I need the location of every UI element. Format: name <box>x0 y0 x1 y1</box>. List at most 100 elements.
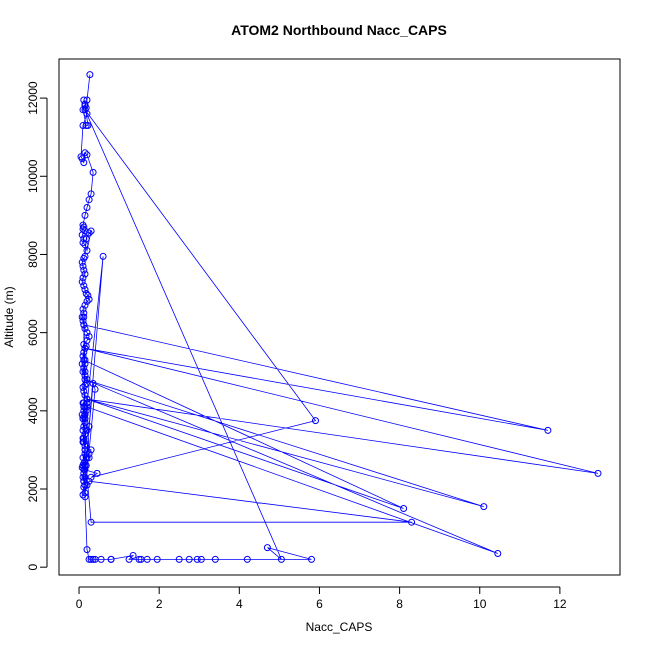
data-point <box>125 555 133 563</box>
data-point <box>83 110 91 118</box>
y-tick-label: 6000 <box>26 319 40 346</box>
data-point <box>81 419 89 426</box>
data-point <box>81 211 89 219</box>
data-point <box>86 71 94 79</box>
data-point <box>80 469 88 477</box>
x-tick-label: 0 <box>76 597 83 611</box>
data-point <box>408 518 416 526</box>
data-point <box>81 368 89 376</box>
chart-title: ATOM2 Northbound Nacc_CAPS <box>231 22 447 38</box>
data-point <box>81 106 89 114</box>
data-point <box>82 235 90 243</box>
data-point <box>308 555 315 563</box>
data-point <box>81 430 89 438</box>
data-point <box>129 552 137 559</box>
data-point <box>135 555 143 563</box>
y-tick-label: 12000 <box>26 81 40 115</box>
data-point <box>87 227 95 235</box>
data-point <box>83 376 91 383</box>
data-point <box>480 503 488 511</box>
data-point <box>85 333 93 340</box>
data-point <box>80 466 88 473</box>
data-point <box>89 555 97 563</box>
data-point <box>81 391 89 399</box>
data-point <box>81 344 89 352</box>
data-point <box>137 555 145 563</box>
data-point <box>79 462 87 469</box>
data-point <box>153 555 161 563</box>
data-point <box>78 231 86 239</box>
x-axis-label: Nacc_CAPS <box>306 620 373 634</box>
data-point <box>79 262 87 270</box>
data-point <box>78 278 86 286</box>
x-tick-label: 4 <box>236 597 243 611</box>
data-point <box>80 254 88 262</box>
data-point <box>79 368 87 376</box>
data-point <box>107 555 115 563</box>
x-tick-label: 10 <box>473 597 487 611</box>
data-point <box>312 417 319 425</box>
data-point <box>83 297 91 305</box>
data-point <box>544 426 552 434</box>
data-point <box>79 305 87 313</box>
data-point <box>81 286 89 294</box>
data-point <box>400 505 408 512</box>
data-point <box>85 423 93 430</box>
y-tick-label: 2000 <box>26 475 40 502</box>
data-point <box>80 266 88 274</box>
data-point <box>83 454 91 462</box>
data-point <box>87 555 95 563</box>
data-point <box>243 555 251 563</box>
data-point <box>80 399 88 407</box>
data-point <box>81 360 89 368</box>
series-group <box>77 71 602 563</box>
y-axis: 0 2000 4000 6000 8000 10000 12000 <box>26 81 48 571</box>
data-point <box>80 438 88 446</box>
data-point <box>81 301 89 309</box>
data-point <box>80 313 88 321</box>
x-tick-label: 2 <box>156 597 163 611</box>
data-point <box>81 446 89 454</box>
data-point <box>83 96 91 104</box>
data-point <box>82 407 90 415</box>
plot-frame <box>58 58 621 576</box>
data-point <box>78 155 86 163</box>
data-point <box>83 329 91 337</box>
data-point <box>85 477 93 485</box>
data-point <box>87 473 95 481</box>
data-point <box>83 399 91 407</box>
data-point <box>81 149 89 157</box>
data-point <box>193 555 201 563</box>
x-axis: 0 2 4 6 8 10 12 <box>76 586 567 611</box>
data-point <box>81 442 89 450</box>
data-point <box>80 364 88 372</box>
data-point <box>79 491 87 499</box>
data-point <box>83 151 91 159</box>
data-point <box>80 356 88 364</box>
data-point <box>81 372 89 380</box>
data-point <box>78 258 86 266</box>
data-point <box>185 555 193 563</box>
data-point <box>594 469 602 477</box>
x-tick-label: 6 <box>316 597 323 611</box>
data-point <box>80 387 88 395</box>
data-point <box>85 196 93 204</box>
data-point <box>81 270 89 278</box>
data-point <box>81 376 89 383</box>
data-point <box>89 168 97 176</box>
y-tick-label: 4000 <box>26 397 40 424</box>
series-line <box>80 74 599 560</box>
data-point <box>79 426 87 434</box>
data-point <box>211 555 219 563</box>
data-point <box>81 493 89 501</box>
data-point <box>81 450 89 458</box>
data-point <box>83 546 91 554</box>
data-point <box>79 434 87 442</box>
data-point <box>79 415 87 423</box>
data-point <box>80 423 88 430</box>
data-point <box>197 555 205 563</box>
data-point <box>89 380 97 387</box>
data-point <box>263 544 271 552</box>
